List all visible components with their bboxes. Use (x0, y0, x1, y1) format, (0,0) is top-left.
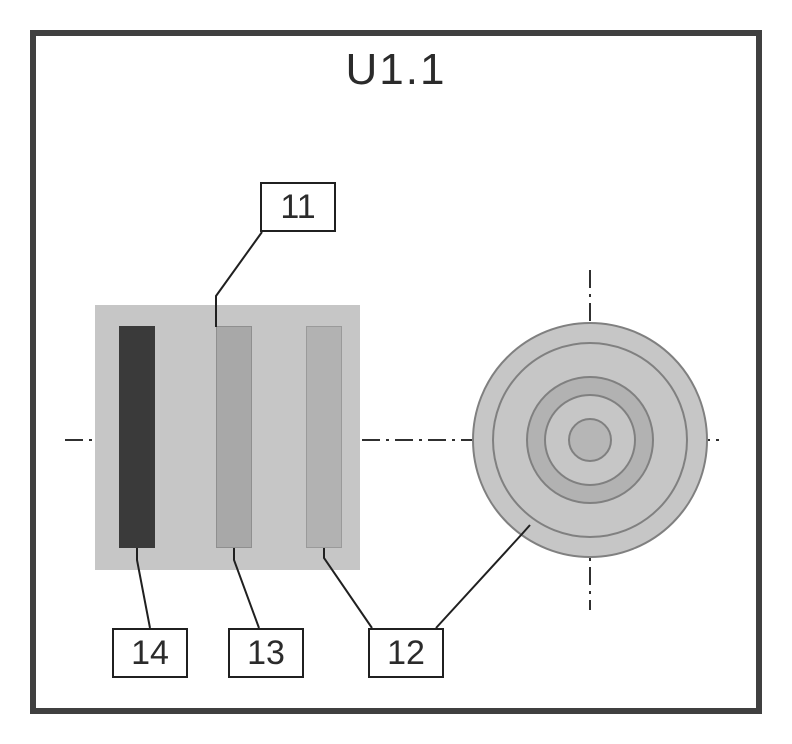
diagram-canvas: U1.1 11141312 (0, 0, 792, 744)
callout-13: 13 (228, 628, 304, 678)
callout-11: 11 (260, 182, 336, 232)
callout-12: 12 (368, 628, 444, 678)
callout-14: 14 (112, 628, 188, 678)
